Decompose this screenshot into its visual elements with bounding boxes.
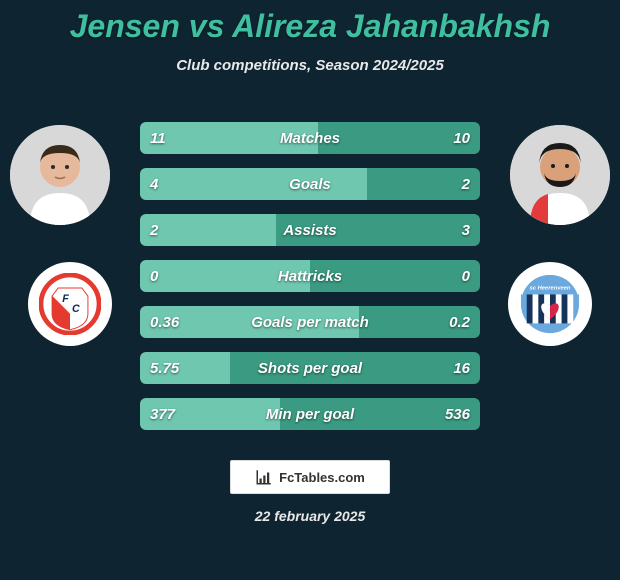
- club-left-logo: F C: [39, 273, 101, 335]
- club-right-logo: sc Heerenveen: [519, 273, 581, 335]
- subtitle: Club competitions, Season 2024/2025: [0, 57, 620, 74]
- stat-bars: 11Matches10 4Goals2 2Assists3 0Hattricks0 0.…: [140, 122, 480, 430]
- brand-text: FcTables.com: [279, 470, 365, 485]
- date-label: 22 february 2025: [0, 508, 620, 524]
- svg-text:sc Heerenveen: sc Heerenveen: [530, 285, 571, 291]
- club-left-badge: F C: [28, 262, 112, 346]
- brand-box[interactable]: FcTables.com: [230, 460, 390, 494]
- brand-chart-icon: [255, 468, 273, 486]
- stat-value-right: 3: [452, 214, 480, 246]
- stat-value-left: 0: [140, 260, 168, 292]
- stat-value-left: 5.75: [140, 352, 189, 384]
- stat-bar: 0Hattricks0: [140, 260, 480, 292]
- stat-value-left: 377: [140, 398, 185, 430]
- stat-value-right: 0.2: [439, 306, 480, 338]
- svg-text:F: F: [62, 293, 69, 305]
- stat-value-right: 536: [435, 398, 480, 430]
- player-left-portrait: [10, 125, 110, 225]
- stat-bar: 0.36Goals per match0.2: [140, 306, 480, 338]
- stat-value-left: 11: [140, 122, 176, 154]
- page-title: Jensen vs Alireza Jahanbakhsh: [0, 0, 620, 45]
- stat-value-right: 0: [452, 260, 480, 292]
- stat-bar: 4Goals2: [140, 168, 480, 200]
- club-right-badge: sc Heerenveen: [508, 262, 592, 346]
- stat-value-right: 10: [443, 122, 480, 154]
- svg-text:C: C: [72, 303, 80, 315]
- stat-value-right: 16: [443, 352, 480, 384]
- stat-bar: 5.75Shots per goal16: [140, 352, 480, 384]
- stat-value-left: 0.36: [140, 306, 189, 338]
- stat-value-left: 4: [140, 168, 168, 200]
- player-right-portrait: [510, 125, 610, 225]
- stat-bar: 2Assists3: [140, 214, 480, 246]
- player-right-avatar: [510, 125, 610, 225]
- stat-bar: 377Min per goal536: [140, 398, 480, 430]
- player-left-avatar: [10, 125, 110, 225]
- comparison-card: Jensen vs Alireza Jahanbakhsh Club compe…: [0, 0, 620, 580]
- stat-value-left: 2: [140, 214, 168, 246]
- bar-fill-left: [140, 168, 367, 200]
- stat-value-right: 2: [452, 168, 480, 200]
- bar-fill-right: [276, 214, 480, 246]
- stat-bar: 11Matches10: [140, 122, 480, 154]
